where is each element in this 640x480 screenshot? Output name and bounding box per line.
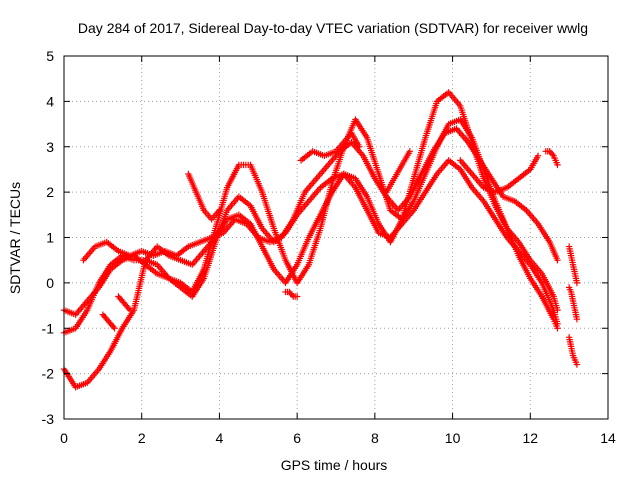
x-tick-label: 4 (216, 430, 224, 446)
x-tick-label: 10 (445, 430, 461, 446)
x-tick-label: 8 (371, 430, 379, 446)
y-tick-label: 4 (46, 93, 54, 109)
series-segment-k (565, 243, 581, 287)
series-segment-n (115, 293, 134, 314)
data-point (554, 161, 561, 169)
data-point (554, 325, 561, 332)
data-point (554, 256, 561, 264)
x-tick-label: 6 (293, 430, 301, 446)
chart-title: Day 284 of 2017, Sidereal Day-to-day VTE… (78, 20, 588, 36)
series-segment-l (565, 284, 581, 323)
data-point (406, 148, 414, 155)
series-segment-f (297, 129, 363, 164)
y-tick-label: -2 (42, 366, 55, 382)
y-tick-label: -3 (42, 411, 55, 427)
series-segment-g (383, 148, 414, 196)
data-point (573, 315, 581, 323)
y-tick-label: 1 (46, 230, 54, 246)
data-point (554, 306, 561, 314)
x-tick-label: 2 (138, 430, 146, 446)
x-axis-label: GPS time / hours (281, 457, 388, 473)
series-segment-m (565, 334, 581, 368)
series-track-d (80, 125, 561, 264)
y-tick-label: 5 (46, 48, 54, 64)
data-point (534, 152, 542, 160)
data-point (293, 293, 301, 300)
data-point (125, 305, 132, 312)
data-points (60, 89, 581, 391)
y-tick-label: 0 (46, 275, 54, 291)
x-tick-label: 0 (60, 430, 68, 446)
y-axis-label: SDTVAR / TECUs (7, 182, 23, 294)
data-point (356, 143, 363, 150)
data-point (110, 323, 117, 330)
x-tick-label: 12 (522, 430, 538, 446)
y-tick-label: 3 (46, 139, 54, 155)
data-point (288, 291, 296, 299)
data-point (549, 151, 556, 158)
data-point (126, 306, 134, 314)
series-segment-i (542, 148, 561, 169)
data-point (216, 207, 223, 214)
series-segment-h (457, 152, 542, 196)
x-tick-label: 14 (600, 430, 616, 446)
data-point (111, 325, 118, 332)
series-segment-e (185, 170, 223, 223)
y-tick-label: -1 (42, 320, 55, 336)
y-tick-label: 2 (46, 184, 54, 200)
series-segment-o (99, 311, 118, 332)
series-segment-j (282, 288, 301, 300)
data-point (573, 361, 581, 368)
data-point (573, 279, 581, 287)
